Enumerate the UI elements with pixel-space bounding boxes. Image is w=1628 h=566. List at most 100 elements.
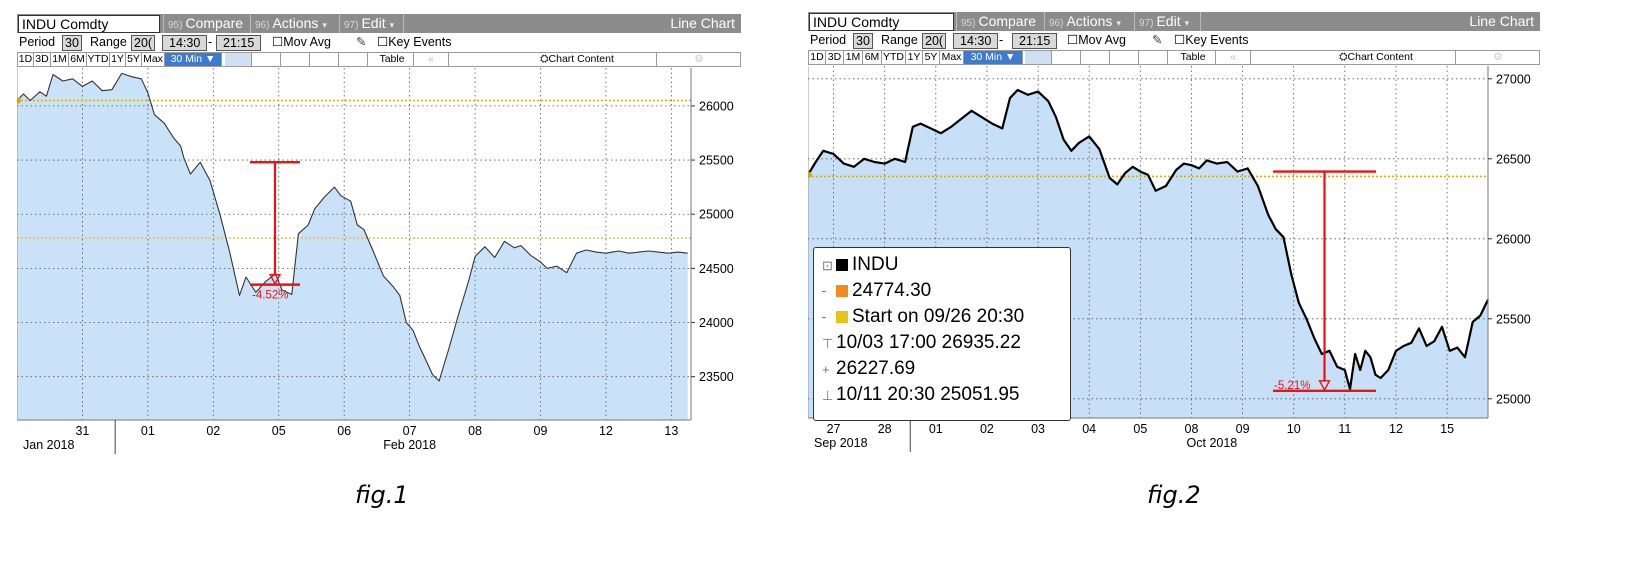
collapse-icon[interactable]: « — [1216, 51, 1251, 64]
x-tick-label: 01 — [929, 422, 943, 436]
time-from-input[interactable]: 14:30 — [953, 33, 999, 49]
y-tick-label: 26000 — [699, 99, 734, 113]
x-tick-label: 12 — [599, 424, 613, 438]
toolbar-divider — [403, 14, 404, 33]
time-to-input[interactable]: 21:15 — [1012, 33, 1058, 49]
legend-collapse-icon[interactable]: ⊡ — [822, 258, 833, 273]
chart-content-button[interactable]: ⛭Chart Content — [498, 53, 657, 66]
series-start-marker — [808, 171, 812, 178]
pencil-icon[interactable]: ✎ — [1152, 33, 1163, 47]
period-input[interactable]: 30 — [62, 35, 82, 51]
x-tick-label: 02 — [206, 424, 220, 438]
series-line — [808, 88, 1489, 391]
range-5y-button[interactable]: 5Y — [126, 53, 142, 66]
annotation-arrowhead-icon — [268, 273, 282, 286]
range-ytd-button[interactable]: YTD — [87, 53, 110, 66]
chart-legend[interactable]: ⊡ INDU ╴ 24774.30 ╴ Start on 09/26 20:30 ⊤ 1… — [813, 247, 1071, 421]
ticker-field[interactable]: INDU Comdty — [809, 13, 954, 31]
x-tick-label: 27 — [827, 422, 841, 436]
legend-item-average: +26227.69 — [822, 358, 915, 381]
pencil-icon[interactable]: ✎ — [356, 35, 367, 49]
actions-button[interactable]: 96) Actions ▾ — [250, 14, 327, 33]
chart-content-icon: ⛭ — [1339, 51, 1348, 63]
settings-gear-icon[interactable]: ⚙ — [1493, 51, 1503, 63]
tool-button-4[interactable] — [310, 53, 339, 66]
range-3d-button[interactable]: 3D — [826, 51, 844, 64]
legend-tree-icon: ╴ — [822, 284, 830, 299]
chart-content-button[interactable]: ⛭Chart Content — [1297, 51, 1456, 64]
range-input[interactable]: 20( — [922, 33, 947, 49]
annotation-label: -4.52% — [252, 290, 288, 302]
edit-hotkey: 97) — [1139, 18, 1154, 29]
tool-button-3[interactable] — [1081, 51, 1110, 64]
key-events-checkbox[interactable]: ☐ Key Events — [377, 35, 452, 49]
edit-label: Edit — [1156, 13, 1181, 29]
x-tick-label: 08 — [468, 424, 482, 438]
actions-button[interactable]: 96) Actions ▾ — [1044, 12, 1121, 31]
table-button[interactable]: Table — [371, 53, 414, 66]
line-tool-button[interactable] — [1025, 51, 1052, 64]
time-to-input[interactable]: 21:15 — [216, 35, 262, 51]
range-max-button[interactable]: Max — [940, 51, 964, 64]
edit-button[interactable]: 97) Edit ▾ — [339, 14, 394, 33]
range-input[interactable]: 20( — [131, 35, 156, 51]
price-chart[interactable]: 23500 24000 24500 25000 25500 26000 31 01 02 05 06… — [17, 68, 741, 461]
key-events-checkbox[interactable]: ☐ Key Events — [1174, 33, 1249, 47]
month-group-label: Oct 2018 — [1187, 436, 1238, 450]
line-tool-button[interactable] — [225, 53, 252, 66]
range-label: Range — [90, 35, 127, 49]
tool-button-5[interactable] — [1139, 51, 1168, 64]
tool-button-2[interactable] — [252, 53, 281, 66]
interval-select[interactable]: 30 Min ▼ — [964, 51, 1023, 64]
range-1m-button[interactable]: 1M — [844, 51, 863, 64]
legend-text: 26227.69 — [836, 358, 916, 379]
figure-caption-1: fig.1 — [355, 481, 409, 509]
time-from-input[interactable]: 14:30 — [162, 35, 208, 51]
range-1m-button[interactable]: 1M — [51, 53, 69, 66]
legend-tree-icon: ╴ — [822, 310, 830, 325]
edit-button[interactable]: 97) Edit ▾ — [1134, 12, 1189, 31]
range-max-button[interactable]: Max — [142, 53, 165, 66]
collapse-icon[interactable]: « — [414, 53, 449, 66]
range-6m-button[interactable]: 6M — [69, 53, 87, 66]
legend-item-low: ⊥ 10/11 20:30 25051.95 — [822, 384, 1020, 407]
range-1y-button[interactable]: 1Y — [906, 51, 923, 64]
legend-item-series: ⊡ INDU — [822, 254, 898, 277]
tool-button-5[interactable] — [339, 53, 368, 66]
mov-avg-checkbox[interactable]: ☐ Mov Avg — [272, 35, 331, 49]
settings-gear-icon[interactable]: ⚙ — [694, 53, 704, 65]
range-3d-button[interactable]: 3D — [34, 53, 51, 66]
period-input[interactable]: 30 — [853, 33, 873, 49]
mov-avg-checkbox[interactable]: ☐ Mov Avg — [1067, 33, 1126, 47]
tool-button-3[interactable] — [281, 53, 310, 66]
x-tick-label: 07 — [403, 424, 417, 438]
range-ytd-button[interactable]: YTD — [883, 51, 906, 64]
chart-type-label[interactable]: Line Chart — [670, 15, 735, 31]
range-6m-button[interactable]: 6M — [863, 51, 882, 64]
compare-button[interactable]: 95) Compare — [956, 12, 1036, 31]
chart-type-label[interactable]: Line Chart — [1469, 13, 1534, 29]
month-group-label: Sep 2018 — [814, 436, 868, 450]
table-button[interactable]: Table — [1171, 51, 1216, 64]
range-1y-button[interactable]: 1Y — [110, 53, 126, 66]
x-tick-label: 02 — [980, 422, 994, 436]
range-5y-button[interactable]: 5Y — [923, 51, 940, 64]
chart-content-icon: ⛭ — [540, 53, 549, 65]
tool-button-2[interactable] — [1052, 51, 1081, 64]
range-1d-button[interactable]: 1D — [809, 51, 826, 64]
range-1d-button[interactable]: 1D — [18, 53, 34, 66]
actions-hotkey: 96) — [1049, 18, 1064, 29]
x-tick-label: 09 — [534, 424, 548, 438]
y-tick-label: 23500 — [699, 370, 734, 384]
interval-select[interactable]: 30 Min ▼ — [165, 53, 222, 66]
x-tick-label: 09 — [1236, 422, 1250, 436]
compare-button[interactable]: 95) Compare — [163, 14, 243, 33]
compare-hotkey: 95) — [168, 20, 183, 31]
legend-text: INDU — [852, 254, 899, 275]
y-tick-label: 25500 — [1496, 312, 1531, 326]
tool-button-4[interactable] — [1110, 51, 1139, 64]
chart-window-fig2: INDU Comdty 95) Compare 96) Actions ▾ 97) Ed… — [808, 12, 1540, 460]
ticker-field[interactable]: INDU Comdty — [18, 15, 160, 33]
y-tick-label: 26500 — [1496, 152, 1531, 166]
edit-caret-icon: ▾ — [389, 20, 395, 30]
